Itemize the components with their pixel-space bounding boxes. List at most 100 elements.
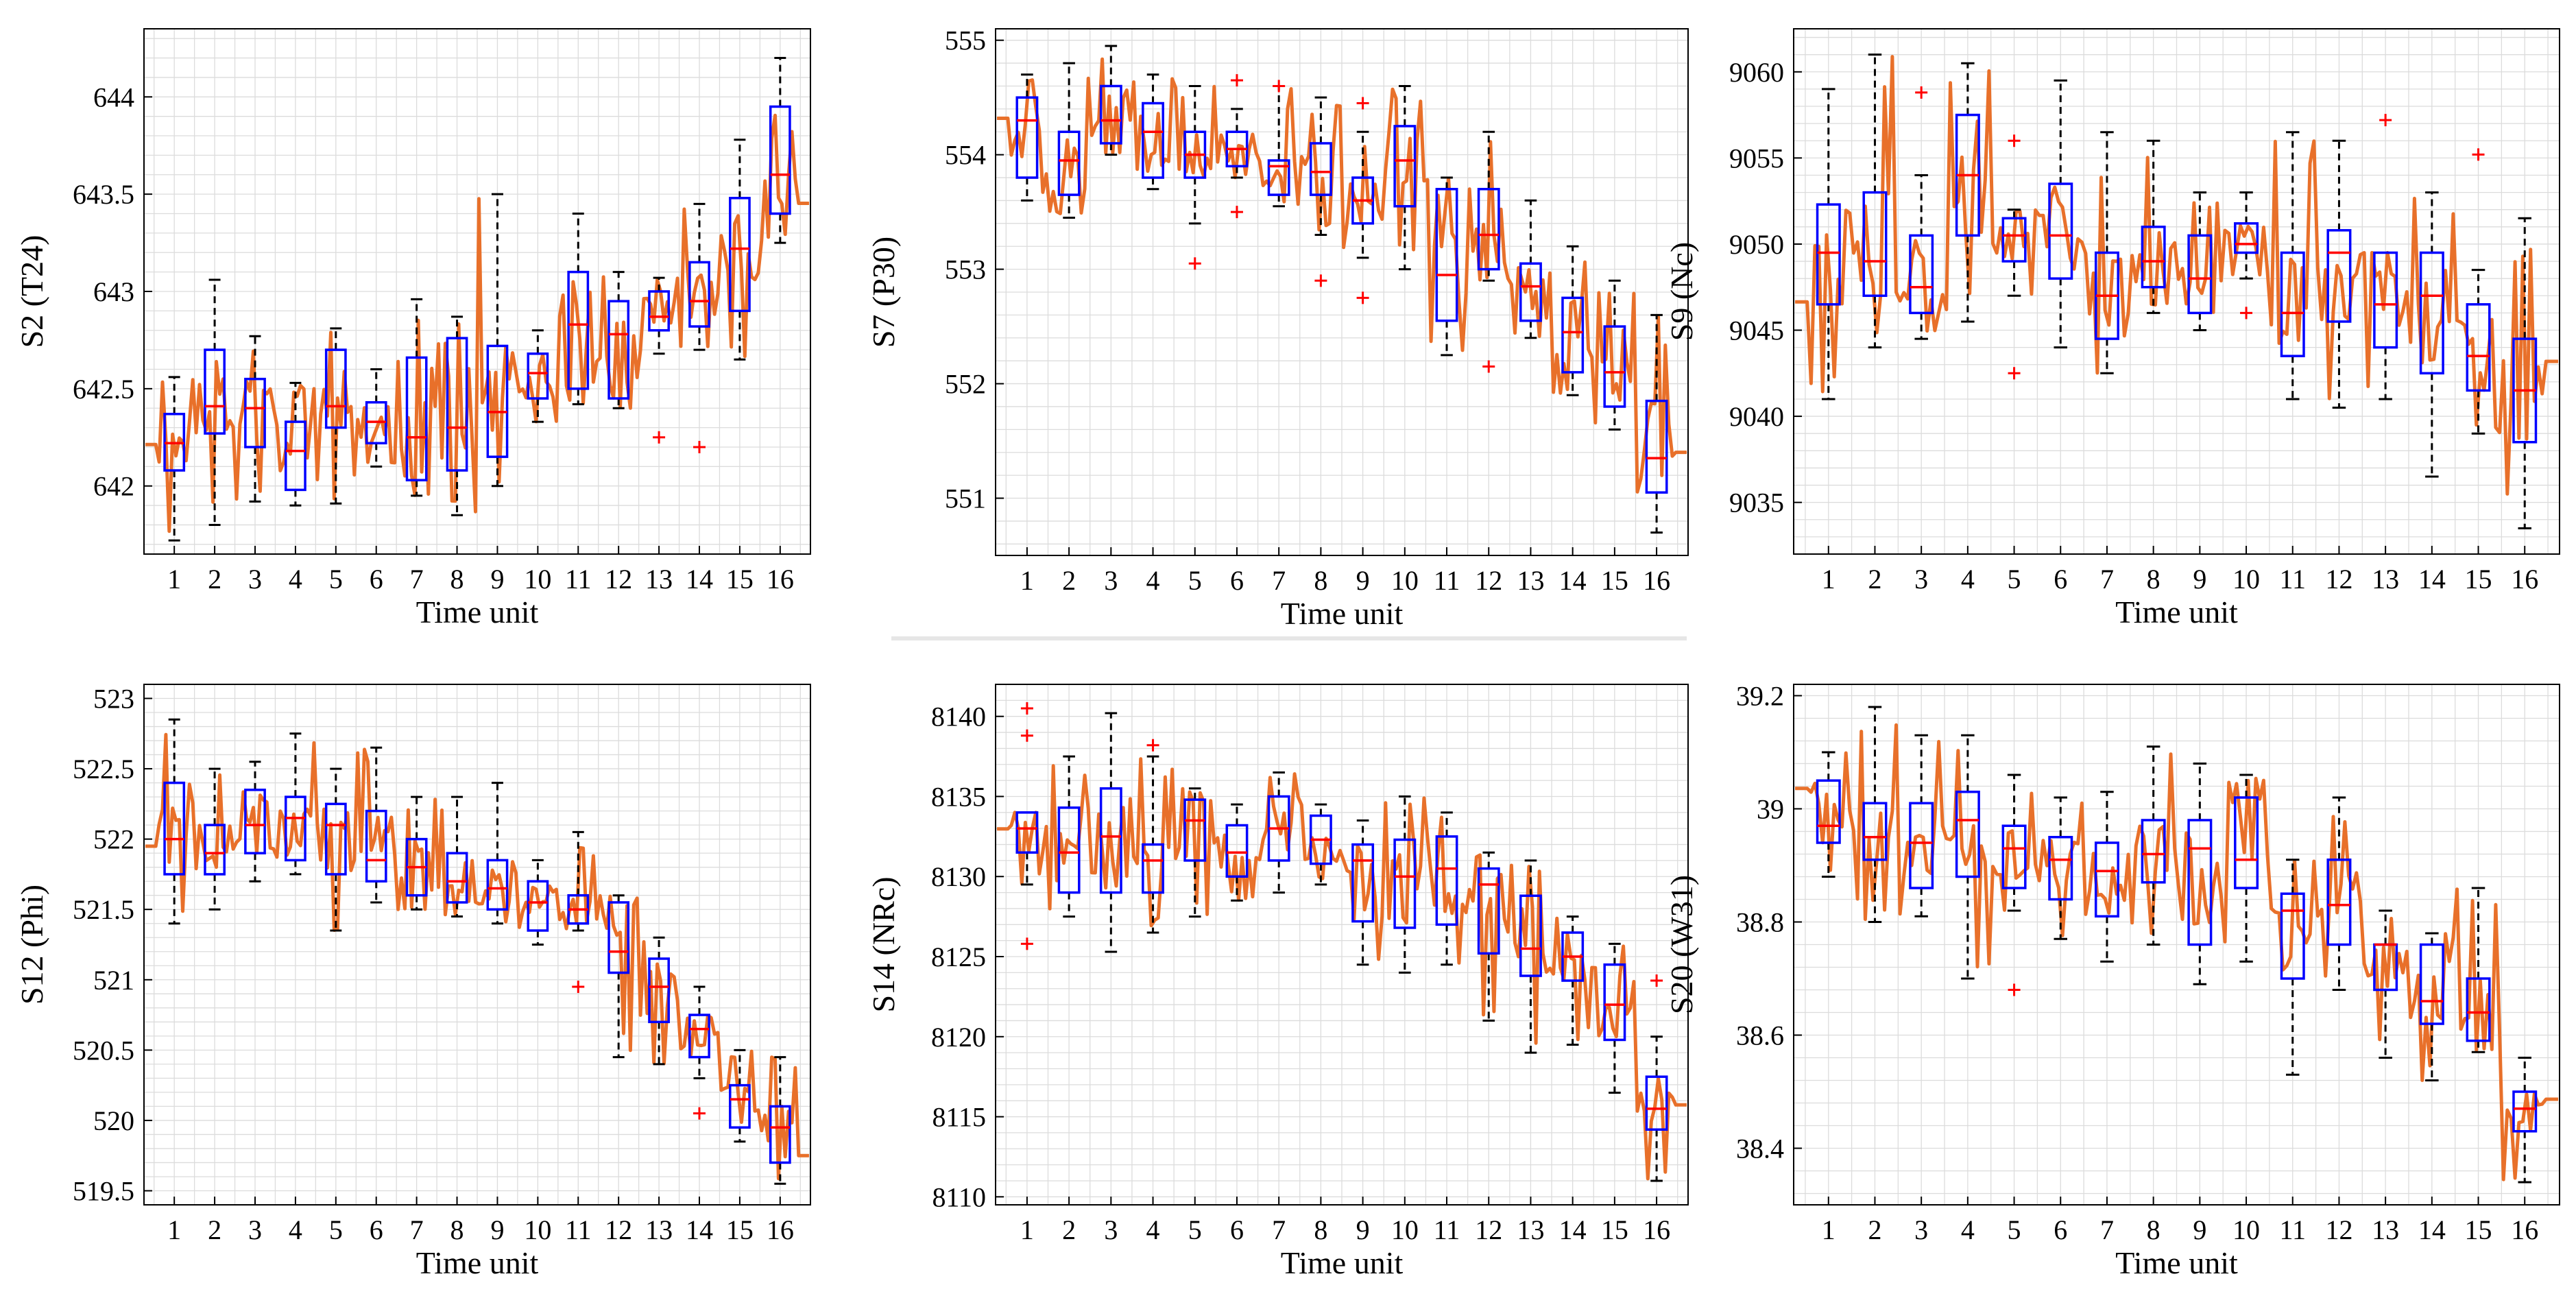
x-tick-label: 12 — [2325, 1214, 2352, 1245]
x-tick-label: 8 — [2147, 1214, 2160, 1245]
x-tick-label: 7 — [2100, 564, 2114, 595]
x-tick-label: 1 — [1822, 564, 1835, 595]
x-axis-label: Time unit — [1281, 1245, 1404, 1280]
y-tick-label: 38.8 — [1736, 907, 1784, 938]
x-tick-label: 16 — [1643, 1214, 1670, 1245]
x-tick-label: 3 — [1104, 565, 1118, 596]
box-iqr — [2187, 234, 2213, 315]
x-tick-label: 7 — [2100, 1214, 2114, 1245]
boxplot-3 — [1099, 712, 1122, 953]
boxplot-4 — [285, 381, 306, 507]
x-tick-label: 16 — [2511, 1214, 2538, 1245]
boxplot-7 — [2094, 791, 2119, 963]
boxplot-10 — [2234, 774, 2259, 963]
y-tick-label: 523 — [93, 684, 134, 715]
boxplot-8 — [2141, 745, 2166, 946]
boxplot-10 — [527, 329, 549, 423]
box-iqr — [1393, 125, 1417, 208]
x-tick-label: 12 — [1475, 565, 1502, 596]
boxplot-14 — [1561, 245, 1585, 396]
y-tick-label: 643 — [93, 276, 134, 307]
boxplot-12 — [607, 271, 630, 409]
box-iqr — [405, 356, 428, 481]
box-iqr — [2466, 303, 2491, 392]
boxplot-15 — [1603, 279, 1626, 431]
outlier-marker — [1273, 80, 1286, 93]
y-tick-label: 522.5 — [73, 754, 134, 784]
x-tick-label: 14 — [686, 1214, 713, 1245]
boxplot-4 — [1955, 734, 1980, 980]
y-tick-label: 8120 — [931, 1022, 986, 1053]
outlier-marker — [2008, 134, 2021, 147]
boxplot-14 — [2419, 191, 2444, 478]
x-tick-label: 12 — [2325, 564, 2352, 595]
x-tick-label: 15 — [726, 564, 754, 595]
x-tick-label: 3 — [1914, 1214, 1928, 1245]
x-tick-label: 2 — [1062, 1214, 1076, 1245]
y-tick-label: 39.2 — [1736, 681, 1784, 712]
box-iqr — [486, 344, 509, 458]
x-tick-label: 1 — [1822, 1214, 1835, 1245]
x-tick-label: 9 — [490, 1214, 504, 1245]
y-tick-label: 39 — [1757, 794, 1784, 825]
boxplot-4 — [285, 732, 306, 876]
box-iqr — [1519, 894, 1542, 977]
x-tick-label: 7 — [410, 564, 424, 595]
boxplot-9 — [1351, 819, 1375, 966]
boxplot-13 — [2373, 909, 2398, 1059]
boxplot-2 — [204, 767, 226, 911]
x-tick-label: 6 — [1230, 565, 1244, 596]
x-tick-label: 9 — [1356, 1214, 1370, 1245]
box-iqr — [2234, 222, 2259, 254]
y-tick-label: 9060 — [1729, 57, 1784, 88]
boxplot-5 — [2001, 134, 2027, 380]
x-tick-label: 8 — [1314, 1214, 1327, 1245]
box-iqr — [285, 420, 306, 492]
box-iqr — [769, 1105, 791, 1164]
outlier-marker — [2008, 367, 2021, 380]
y-tick-label: 9045 — [1729, 315, 1784, 346]
x-tick-label: 4 — [289, 564, 302, 595]
y-tick-label: 9040 — [1729, 401, 1784, 432]
box-iqr — [1645, 399, 1668, 494]
x-tick-label: 16 — [767, 1214, 794, 1245]
y-axis-label: S20 (W31) — [1664, 875, 1699, 1014]
outlier-marker — [572, 981, 585, 994]
box-iqr — [1057, 130, 1081, 196]
x-tick-label: 1 — [167, 1214, 181, 1245]
x-tick-label: 8 — [2147, 564, 2160, 595]
boxplot-12 — [2326, 796, 2352, 991]
boxplot-13 — [648, 936, 670, 1066]
y-tick-label: 9055 — [1729, 143, 1784, 173]
x-tick-label: 16 — [1643, 565, 1670, 596]
x-tick-label: 5 — [1188, 1214, 1202, 1245]
x-tick-label: 10 — [1391, 565, 1419, 596]
boxplot-2 — [1862, 706, 1888, 923]
x-tick-label: 14 — [1559, 565, 1587, 596]
x-tick-label: 3 — [248, 1214, 262, 1245]
box-iqr — [2141, 819, 2166, 884]
x-tick-label: 13 — [645, 564, 673, 595]
boxplot-14 — [688, 202, 710, 453]
x-tick-label: 2 — [208, 1214, 221, 1245]
x-tick-label: 14 — [2418, 1214, 2446, 1245]
box-iqr — [1435, 835, 1458, 926]
box-iqr — [729, 197, 751, 313]
y-tick-label: 38.4 — [1736, 1134, 1784, 1164]
box-iqr — [2094, 841, 2119, 918]
boxplot-10 — [2234, 191, 2259, 320]
box-iqr — [1862, 191, 1888, 298]
x-tick-label: 9 — [1356, 565, 1370, 596]
boxplot-10 — [1393, 84, 1417, 271]
x-tick-label: 10 — [524, 1214, 551, 1245]
y-tick-label: 521 — [93, 965, 134, 996]
row-separator — [891, 636, 1687, 640]
x-tick-label: 6 — [2054, 1214, 2067, 1245]
boxplot-12 — [2326, 139, 2352, 409]
outlier-marker — [1230, 206, 1243, 219]
grid — [1794, 684, 2560, 1205]
